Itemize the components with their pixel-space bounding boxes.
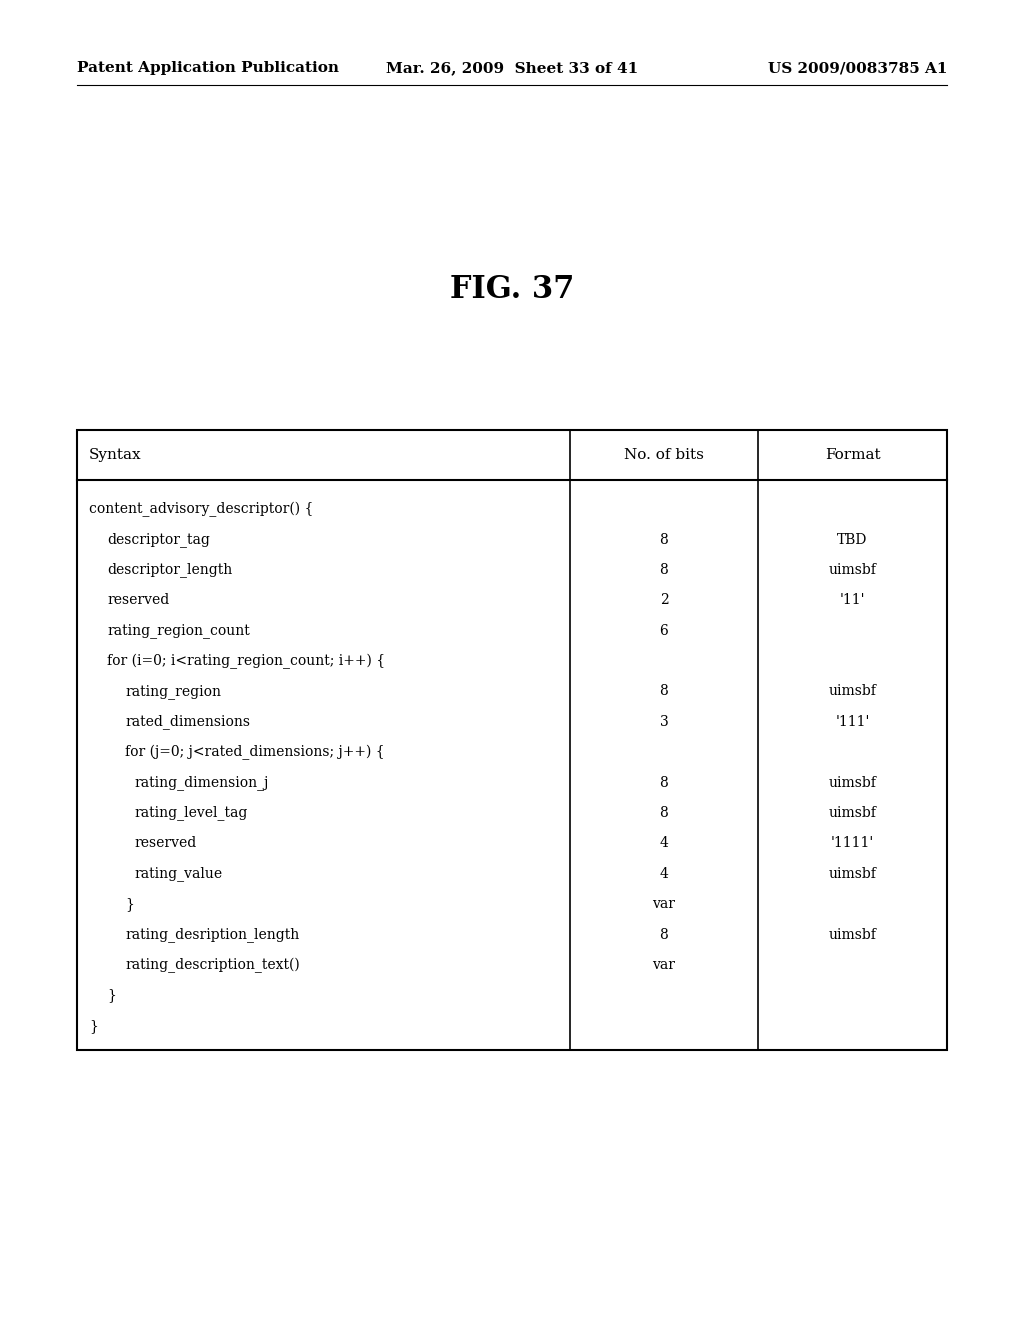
Text: 8: 8: [659, 532, 669, 546]
Text: rating_dimension_j: rating_dimension_j: [134, 775, 268, 791]
Text: uimsbf: uimsbf: [828, 562, 877, 577]
Text: descriptor_tag: descriptor_tag: [106, 532, 210, 546]
Text: descriptor_length: descriptor_length: [106, 562, 232, 577]
Text: Patent Application Publication: Patent Application Publication: [77, 61, 339, 75]
Text: 3: 3: [659, 715, 669, 729]
Text: for (i=0; i<rating_region_count; i++) {: for (i=0; i<rating_region_count; i++) {: [106, 653, 385, 669]
Text: uimsbf: uimsbf: [828, 776, 877, 789]
Text: FIG. 37: FIG. 37: [450, 275, 574, 305]
Text: content_advisory_descriptor() {: content_advisory_descriptor() {: [89, 502, 313, 517]
Text: 2: 2: [659, 593, 669, 607]
Text: uimsbf: uimsbf: [828, 928, 877, 941]
Text: 8: 8: [659, 685, 669, 698]
Text: 4: 4: [659, 837, 669, 850]
Text: rating_region: rating_region: [125, 684, 221, 698]
Text: }: }: [89, 1019, 98, 1032]
Text: '11': '11': [840, 593, 865, 607]
Text: }: }: [125, 898, 134, 911]
Text: }: }: [106, 989, 116, 1002]
Text: rated_dimensions: rated_dimensions: [125, 714, 250, 730]
Text: for (j=0; j<rated_dimensions; j++) {: for (j=0; j<rated_dimensions; j++) {: [125, 744, 385, 760]
Text: var: var: [652, 898, 676, 911]
Text: reserved: reserved: [106, 593, 169, 607]
Text: 8: 8: [659, 928, 669, 941]
Text: 4: 4: [659, 867, 669, 880]
Text: rating_level_tag: rating_level_tag: [134, 805, 248, 821]
Text: rating_region_count: rating_region_count: [106, 623, 250, 638]
Text: var: var: [652, 958, 676, 972]
Text: US 2009/0083785 A1: US 2009/0083785 A1: [768, 61, 947, 75]
Text: rating_description_text(): rating_description_text(): [125, 957, 300, 973]
Text: Mar. 26, 2009  Sheet 33 of 41: Mar. 26, 2009 Sheet 33 of 41: [386, 61, 638, 75]
Text: rating_desription_length: rating_desription_length: [125, 927, 299, 942]
Text: reserved: reserved: [134, 837, 197, 850]
Text: 8: 8: [659, 776, 669, 789]
Text: 8: 8: [659, 562, 669, 577]
Text: '1111': '1111': [830, 837, 874, 850]
Text: No. of bits: No. of bits: [624, 447, 703, 462]
Text: uimsbf: uimsbf: [828, 685, 877, 698]
Text: 8: 8: [659, 807, 669, 820]
Text: 6: 6: [659, 624, 669, 638]
Text: TBD: TBD: [838, 532, 867, 546]
Text: rating_value: rating_value: [134, 866, 222, 882]
Text: Format: Format: [824, 447, 881, 462]
Text: Syntax: Syntax: [89, 447, 141, 462]
Text: uimsbf: uimsbf: [828, 807, 877, 820]
Text: '111': '111': [836, 715, 869, 729]
Text: uimsbf: uimsbf: [828, 867, 877, 880]
